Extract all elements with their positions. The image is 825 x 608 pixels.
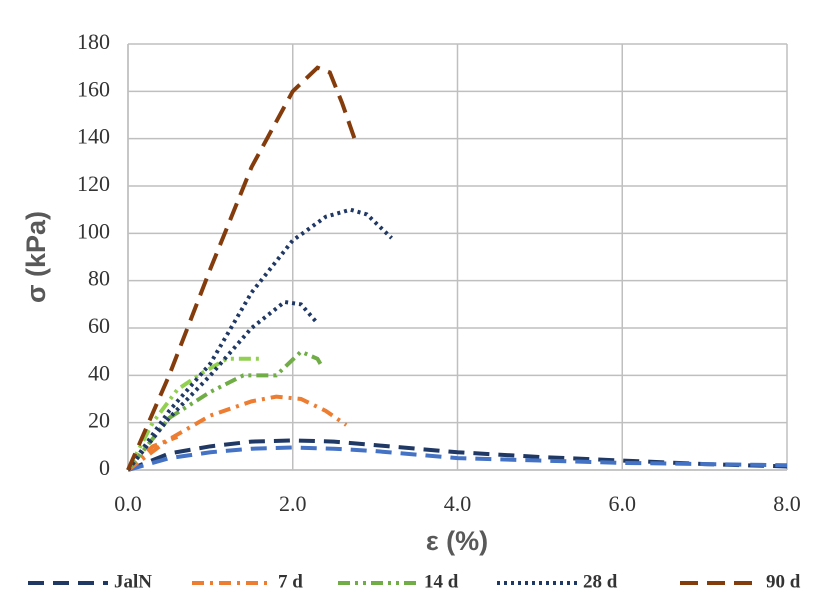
y-tick-label: 180	[77, 29, 110, 54]
legend-label: 14 d	[424, 571, 459, 592]
y-tick-label: 140	[77, 124, 110, 149]
line-series	[126, 207, 393, 472]
line-series	[126, 356, 260, 471]
x-tick-label: 2.0	[279, 491, 307, 516]
y-tick-label: 120	[77, 171, 110, 196]
line-series	[127, 445, 788, 472]
y-tick-label: 100	[77, 218, 110, 243]
y-tick-label: 0	[99, 455, 110, 480]
line-series	[127, 438, 788, 472]
legend-label: 7 d	[278, 571, 303, 592]
line-series	[126, 299, 319, 472]
line-series	[126, 394, 348, 472]
x-tick-label: 8.0	[773, 491, 801, 516]
x-axis-title: ε (%)	[426, 526, 488, 556]
x-tick-label: 4.0	[444, 491, 472, 516]
line-series	[126, 349, 324, 472]
x-tick-label: 0.0	[114, 491, 142, 516]
legend-label: 28 d	[583, 571, 618, 592]
x-tick-label: 6.0	[609, 491, 637, 516]
line-series	[126, 65, 357, 471]
y-tick-label: 80	[88, 266, 110, 291]
y-tick-label: 40	[88, 360, 110, 385]
legend-label: 90 d	[766, 571, 801, 592]
legend-label: JalN	[114, 571, 152, 592]
y-tick-label: 60	[88, 313, 110, 338]
y-tick-label: 160	[77, 76, 110, 101]
y-tick-label: 20	[88, 408, 110, 433]
y-axis-title: σ (kPa)	[21, 211, 51, 303]
